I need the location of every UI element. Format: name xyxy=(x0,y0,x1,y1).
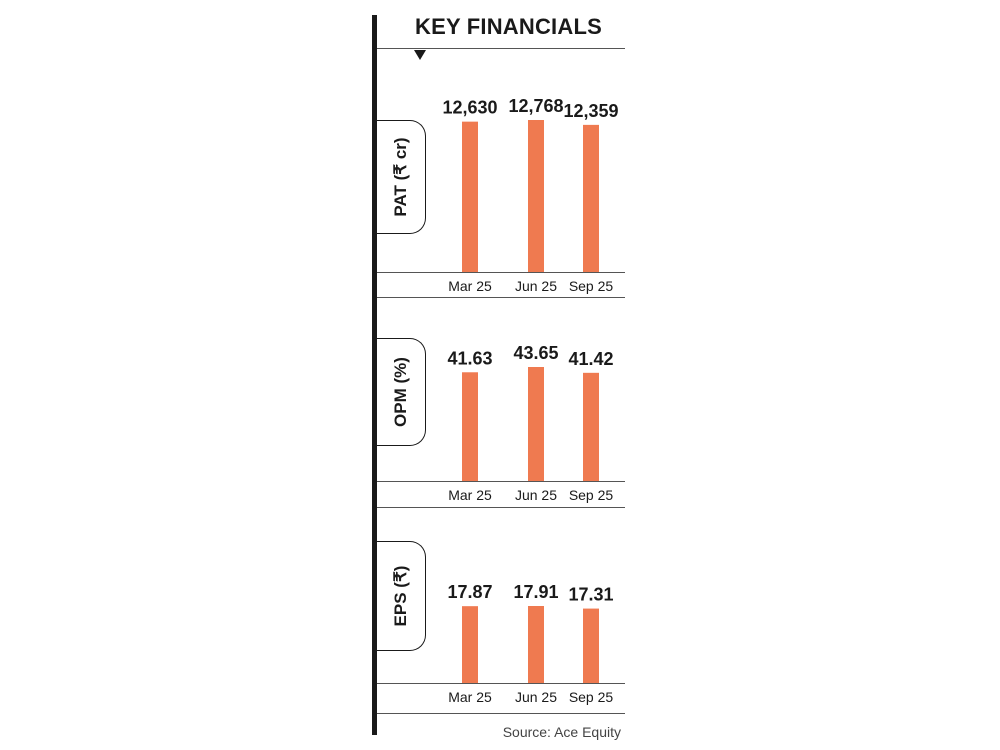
panel-baseline xyxy=(377,683,625,684)
panel-label-pat: PAT (₹ cr) xyxy=(377,120,426,234)
bar xyxy=(528,606,544,683)
panel-divider xyxy=(377,713,625,714)
panel-divider xyxy=(377,507,625,508)
panel-baseline xyxy=(377,481,625,482)
bar xyxy=(462,121,478,272)
opm-chart: 41.63 Mar 25 43.65 Jun 25 41.42 Sep 25 xyxy=(447,343,614,503)
eps-chart: 17.87 Mar 25 17.91 Jun 25 17.31 Sep 25 xyxy=(447,582,614,705)
category-label: Mar 25 xyxy=(448,487,492,503)
panel-label-opm: OPM (%) xyxy=(377,338,426,446)
category-label: Mar 25 xyxy=(448,278,492,294)
panel-baseline xyxy=(377,272,625,273)
panel-label-eps: EPS (₹) xyxy=(377,541,426,651)
category-label: Jun 25 xyxy=(515,689,557,705)
bar xyxy=(583,608,599,683)
value-label: 17.87 xyxy=(447,582,492,602)
category-label: Mar 25 xyxy=(448,689,492,705)
value-label: 41.42 xyxy=(568,349,613,369)
panel-label-text: EPS (₹) xyxy=(391,565,410,627)
pat-chart: 12,630 Mar 25 12,768 Jun 25 12,359 Sep 25 xyxy=(442,96,618,294)
bar xyxy=(583,372,599,481)
chart-title: KEY FINANCIALS xyxy=(415,14,602,39)
panel-label-text: PAT (₹ cr) xyxy=(391,137,410,217)
title-divider xyxy=(377,48,625,49)
value-label: 12,768 xyxy=(508,96,563,116)
panel-divider xyxy=(377,297,625,298)
category-label: Sep 25 xyxy=(569,487,614,503)
category-label: Sep 25 xyxy=(569,689,614,705)
category-label: Sep 25 xyxy=(569,278,614,294)
value-label: 17.91 xyxy=(513,582,558,602)
value-label: 43.65 xyxy=(513,343,558,363)
down-arrow-icon xyxy=(414,50,426,60)
bar xyxy=(462,606,478,683)
bar xyxy=(583,124,599,272)
source-note: Source: Ace Equity xyxy=(502,724,621,740)
bar xyxy=(528,367,544,481)
category-label: Jun 25 xyxy=(515,278,557,294)
value-label: 12,359 xyxy=(563,101,618,121)
value-label: 41.63 xyxy=(447,348,492,368)
bar xyxy=(462,372,478,481)
category-label: Jun 25 xyxy=(515,487,557,503)
panel-label-text: OPM (%) xyxy=(391,357,410,427)
left-vertical-rule xyxy=(372,15,377,735)
value-label: 17.31 xyxy=(568,585,613,605)
value-label: 12,630 xyxy=(442,98,497,118)
bar xyxy=(528,120,544,272)
